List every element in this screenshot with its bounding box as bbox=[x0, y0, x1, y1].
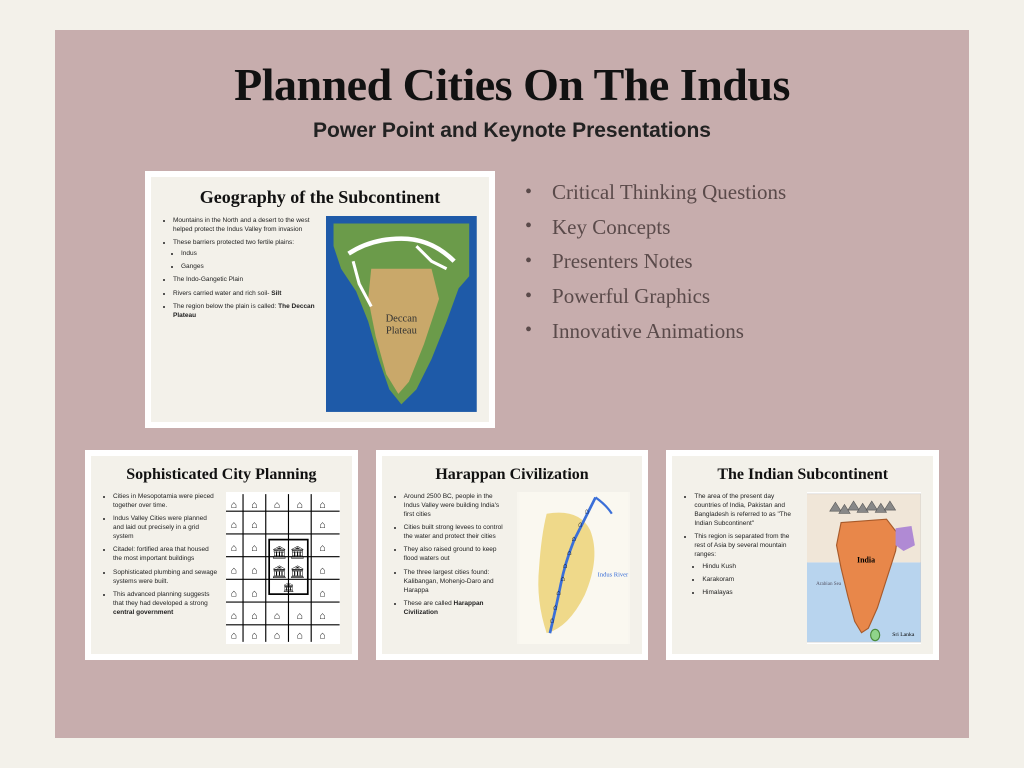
india-label: India bbox=[857, 555, 875, 564]
svg-text:⌂: ⌂ bbox=[251, 543, 257, 554]
svg-text:⌂: ⌂ bbox=[297, 630, 303, 641]
indus-river-label: Indus River bbox=[597, 572, 628, 579]
slide-text: Mountains in the North and a desert to t… bbox=[163, 216, 318, 412]
svg-text:⌂: ⌂ bbox=[320, 566, 326, 577]
svg-text:⌂: ⌂ bbox=[563, 561, 568, 570]
svg-text:⌂: ⌂ bbox=[320, 588, 326, 599]
subcontinent-slide: The Indian Subcontinent The area of the … bbox=[666, 450, 939, 660]
svg-text:⌂: ⌂ bbox=[231, 543, 237, 554]
svg-text:⌂: ⌂ bbox=[251, 630, 257, 641]
svg-text:⌂: ⌂ bbox=[274, 611, 280, 622]
feature-item: Presenters Notes bbox=[525, 244, 939, 279]
svg-text:⌂: ⌂ bbox=[320, 520, 326, 531]
svg-text:⌂: ⌂ bbox=[231, 611, 237, 622]
svg-text:⌂: ⌂ bbox=[251, 520, 257, 531]
main-title: Planned Cities On The Indus bbox=[85, 58, 939, 111]
svg-text:🏛: 🏛 bbox=[272, 546, 288, 560]
slide-body: Mountains in the North and a desert to t… bbox=[163, 216, 477, 412]
svg-text:Plateau: Plateau bbox=[386, 326, 418, 337]
svg-text:⌂: ⌂ bbox=[320, 500, 326, 511]
svg-text:⌂: ⌂ bbox=[571, 534, 576, 543]
feature-item: Key Concepts bbox=[525, 210, 939, 245]
geography-map: Deccan Plateau bbox=[326, 216, 477, 412]
svg-text:⌂: ⌂ bbox=[567, 548, 572, 557]
svg-text:🏛: 🏛 bbox=[290, 546, 306, 560]
svg-text:⌂: ⌂ bbox=[578, 520, 583, 529]
harappan-map: ⌂⌂⌂ ⌂⌂⌂ ⌂⌂⌂ Indus River bbox=[517, 492, 631, 644]
svg-text:⌂: ⌂ bbox=[297, 611, 303, 622]
harappan-slide: Harappan Civilization Around 2500 BC, pe… bbox=[376, 450, 649, 660]
svg-text:🏛: 🏛 bbox=[272, 565, 288, 579]
infographic-panel: Planned Cities On The Indus Power Point … bbox=[55, 30, 969, 738]
slide-text: Cities in Mesopotamia were pieced togeth… bbox=[103, 492, 218, 644]
svg-text:⌂: ⌂ bbox=[251, 566, 257, 577]
svg-text:⌂: ⌂ bbox=[297, 500, 303, 511]
subtitle: Power Point and Keynote Presentations bbox=[85, 119, 939, 143]
geography-slide: Geography of the Subcontinent Mountains … bbox=[145, 171, 495, 428]
slide-text: The area of the present day countries of… bbox=[684, 492, 799, 644]
arabian-sea-label: Arabian Sea bbox=[817, 581, 843, 587]
svg-text:⌂: ⌂ bbox=[231, 520, 237, 531]
svg-text:⌂: ⌂ bbox=[320, 630, 326, 641]
slide-title: Geography of the Subcontinent bbox=[163, 187, 477, 208]
feature-item: Critical Thinking Questions bbox=[525, 175, 939, 210]
svg-text:⌂: ⌂ bbox=[251, 611, 257, 622]
svg-text:⌂: ⌂ bbox=[231, 566, 237, 577]
svg-text:⌂: ⌂ bbox=[550, 615, 555, 624]
city-grid-graphic: ⌂⌂⌂⌂⌂ ⌂⌂⌂ ⌂⌂⌂ ⌂⌂⌂ ⌂⌂⌂ ⌂⌂⌂⌂⌂ ⌂⌂⌂⌂⌂ 🏛🏛 🏛🏛 … bbox=[226, 492, 340, 644]
srilanka-label: Sri Lanka bbox=[893, 632, 916, 638]
svg-text:⌂: ⌂ bbox=[231, 588, 237, 599]
feature-item: Innovative Animations bbox=[525, 314, 939, 349]
svg-text:⌂: ⌂ bbox=[231, 630, 237, 641]
svg-text:⌂: ⌂ bbox=[274, 500, 280, 511]
svg-text:⌂: ⌂ bbox=[320, 543, 326, 554]
svg-text:⌂: ⌂ bbox=[274, 630, 280, 641]
feature-list: Critical Thinking Questions Key Concepts… bbox=[525, 171, 939, 348]
slide-title: Sophisticated City Planning bbox=[103, 466, 340, 484]
svg-text:⌂: ⌂ bbox=[584, 507, 589, 516]
svg-text:⌂: ⌂ bbox=[320, 611, 326, 622]
slide-title: Harappan Civilization bbox=[394, 466, 631, 484]
top-row: Geography of the Subcontinent Mountains … bbox=[85, 171, 939, 428]
svg-text:⌂: ⌂ bbox=[231, 500, 237, 511]
svg-text:⌂: ⌂ bbox=[251, 500, 257, 511]
slide-text: Around 2500 BC, people in the Indus Vall… bbox=[394, 492, 509, 644]
feature-item: Powerful Graphics bbox=[525, 279, 939, 314]
subcontinent-map: India Sri Lanka Arabian Sea bbox=[807, 492, 921, 644]
svg-text:⌂: ⌂ bbox=[553, 602, 558, 611]
slide-title: The Indian Subcontinent bbox=[684, 466, 921, 484]
svg-text:⌂: ⌂ bbox=[251, 588, 257, 599]
svg-text:🏛: 🏛 bbox=[283, 583, 295, 593]
city-planning-slide: Sophisticated City Planning Cities in Me… bbox=[85, 450, 358, 660]
svg-text:🏛: 🏛 bbox=[290, 565, 306, 579]
bottom-row: Sophisticated City Planning Cities in Me… bbox=[85, 450, 939, 660]
deccan-label: Deccan bbox=[386, 313, 418, 324]
svg-text:⌂: ⌂ bbox=[556, 588, 561, 597]
svg-text:⌂: ⌂ bbox=[560, 574, 565, 583]
